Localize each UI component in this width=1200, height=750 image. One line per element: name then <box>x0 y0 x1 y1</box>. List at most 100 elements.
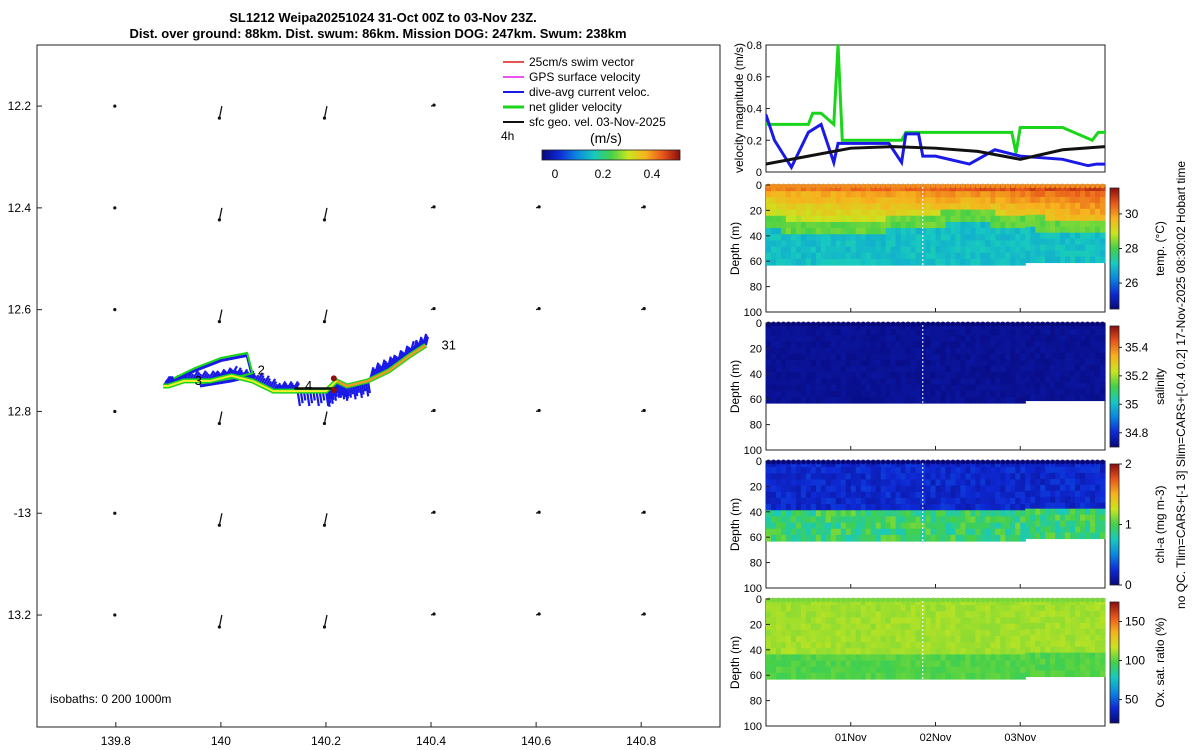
chlorophyll-cell <box>955 479 962 487</box>
temperature-cell <box>1085 214 1091 222</box>
salinity-cell <box>930 384 937 392</box>
temperature-cell <box>915 209 922 217</box>
oxygen-cell <box>830 611 837 619</box>
chlorophyll-cell <box>1015 479 1021 487</box>
chlorophyll-cell <box>1030 490 1036 498</box>
oxygen-cell <box>820 660 827 668</box>
chlorophyll-cell <box>795 473 802 481</box>
velocity-ticks: 00.20.40.60.8 <box>747 40 770 179</box>
salinity-cell <box>1025 364 1031 372</box>
salinity-cell <box>880 390 887 398</box>
salinity-cell <box>815 353 822 361</box>
salinity-surface-dot <box>776 321 781 327</box>
salinity-cell <box>860 366 867 373</box>
oxygen-cell <box>955 660 962 668</box>
chlorophyll-cell <box>780 510 787 517</box>
temperature-cell <box>1010 215 1016 223</box>
chlorophyll-cell <box>875 467 882 474</box>
chlorophyll-cell <box>880 528 887 536</box>
salinity-cell <box>1050 340 1056 348</box>
chlorophyll-cell <box>1045 490 1051 498</box>
chlorophyll-cell <box>1055 478 1061 486</box>
temperature-cell <box>860 197 867 205</box>
oxygen-cell <box>775 642 782 649</box>
series-diveavg-point <box>1095 162 1098 166</box>
salinity-cell <box>895 359 902 367</box>
salinity-cell <box>795 359 802 367</box>
temperature-cell <box>1055 250 1061 258</box>
temperature-cell <box>1095 238 1101 246</box>
chlorophyll-cell <box>855 467 862 474</box>
salinity-cell <box>770 359 777 367</box>
oxygen-cell <box>805 629 812 637</box>
track-segment-yellow <box>163 374 338 393</box>
temperature-cell <box>780 258 787 266</box>
series-diveavg-point <box>1061 158 1064 161</box>
salinity-surface-dot <box>935 321 941 327</box>
chlorophyll-surface-dot <box>1075 459 1080 465</box>
temperature-ytick-label: 20 <box>750 205 762 217</box>
salinity-cell <box>1035 364 1041 372</box>
salinity-cell <box>910 329 917 336</box>
chlorophyll-cell <box>870 522 877 530</box>
oxygen-cell <box>1080 646 1086 654</box>
chlorophyll-cell <box>980 479 986 487</box>
chlorophyll-cell <box>1085 466 1091 474</box>
oxygen-cell <box>950 629 957 637</box>
chlorophyll-cell <box>940 528 947 536</box>
temperature-cell <box>1090 190 1096 198</box>
chlorophyll-cell <box>815 516 822 524</box>
oxygen-cell <box>990 642 996 649</box>
chlorophyll-cell <box>990 522 996 530</box>
temperature-cell <box>1040 190 1046 198</box>
temperature-cell <box>1045 238 1051 246</box>
salinity-cell <box>925 329 932 336</box>
salinity-cell <box>1015 372 1021 379</box>
temperature-cell <box>925 240 932 248</box>
chlorophyll-cell <box>1100 484 1106 492</box>
chlorophyll-cell <box>1010 479 1016 487</box>
oxygen-cell <box>795 635 802 643</box>
salinity-cell <box>810 372 817 379</box>
salinity-cell <box>900 353 907 361</box>
salinity-cell <box>820 329 827 336</box>
temperature-cell <box>1005 246 1011 254</box>
salinity-cell <box>885 384 892 392</box>
temperature-cell <box>795 234 802 241</box>
salinity-cell <box>1010 390 1016 398</box>
temperature-cell <box>1095 250 1101 258</box>
oxygen-cell <box>895 672 902 680</box>
salinity-surface-dot <box>766 321 771 327</box>
temperature-cell <box>880 240 887 248</box>
chlorophyll-cell <box>815 467 822 474</box>
oxygen-cell <box>1085 610 1091 618</box>
temperature-cell <box>870 252 877 260</box>
chlorophyll-cell <box>805 510 812 517</box>
chlorophyll-cell <box>1080 502 1086 510</box>
salinity-cell <box>1085 346 1091 354</box>
temperature-cell <box>1100 256 1106 264</box>
temperature-cell <box>1030 238 1036 246</box>
chlorophyll-cell <box>840 473 847 481</box>
salinity-cell <box>805 390 812 398</box>
oxygen-cell <box>950 605 957 612</box>
chlorophyll-cell <box>985 510 991 517</box>
chlorophyll-cell <box>830 510 837 517</box>
salinity-cell <box>1090 370 1096 378</box>
temperature-cell <box>900 197 907 205</box>
chlorophyll-cell <box>1025 484 1031 492</box>
salinity-cell <box>1045 346 1051 354</box>
chlorophyll-cell <box>905 510 912 517</box>
chlorophyll-cell <box>885 534 892 542</box>
temperature-cell <box>1065 190 1071 198</box>
oxygen-cell <box>945 629 952 637</box>
temperature-surface-dot <box>985 183 991 189</box>
series-sfc-geo-point <box>891 145 895 148</box>
chlorophyll-cell <box>970 467 976 474</box>
oxygen-cell <box>1050 604 1056 612</box>
temperature-cell <box>775 246 782 254</box>
chlorophyll-cell <box>970 473 976 481</box>
oxygen-cell <box>1075 670 1081 678</box>
temperature-cell <box>1010 234 1016 241</box>
oxygen-ylabel: Depth (m) <box>728 636 742 689</box>
